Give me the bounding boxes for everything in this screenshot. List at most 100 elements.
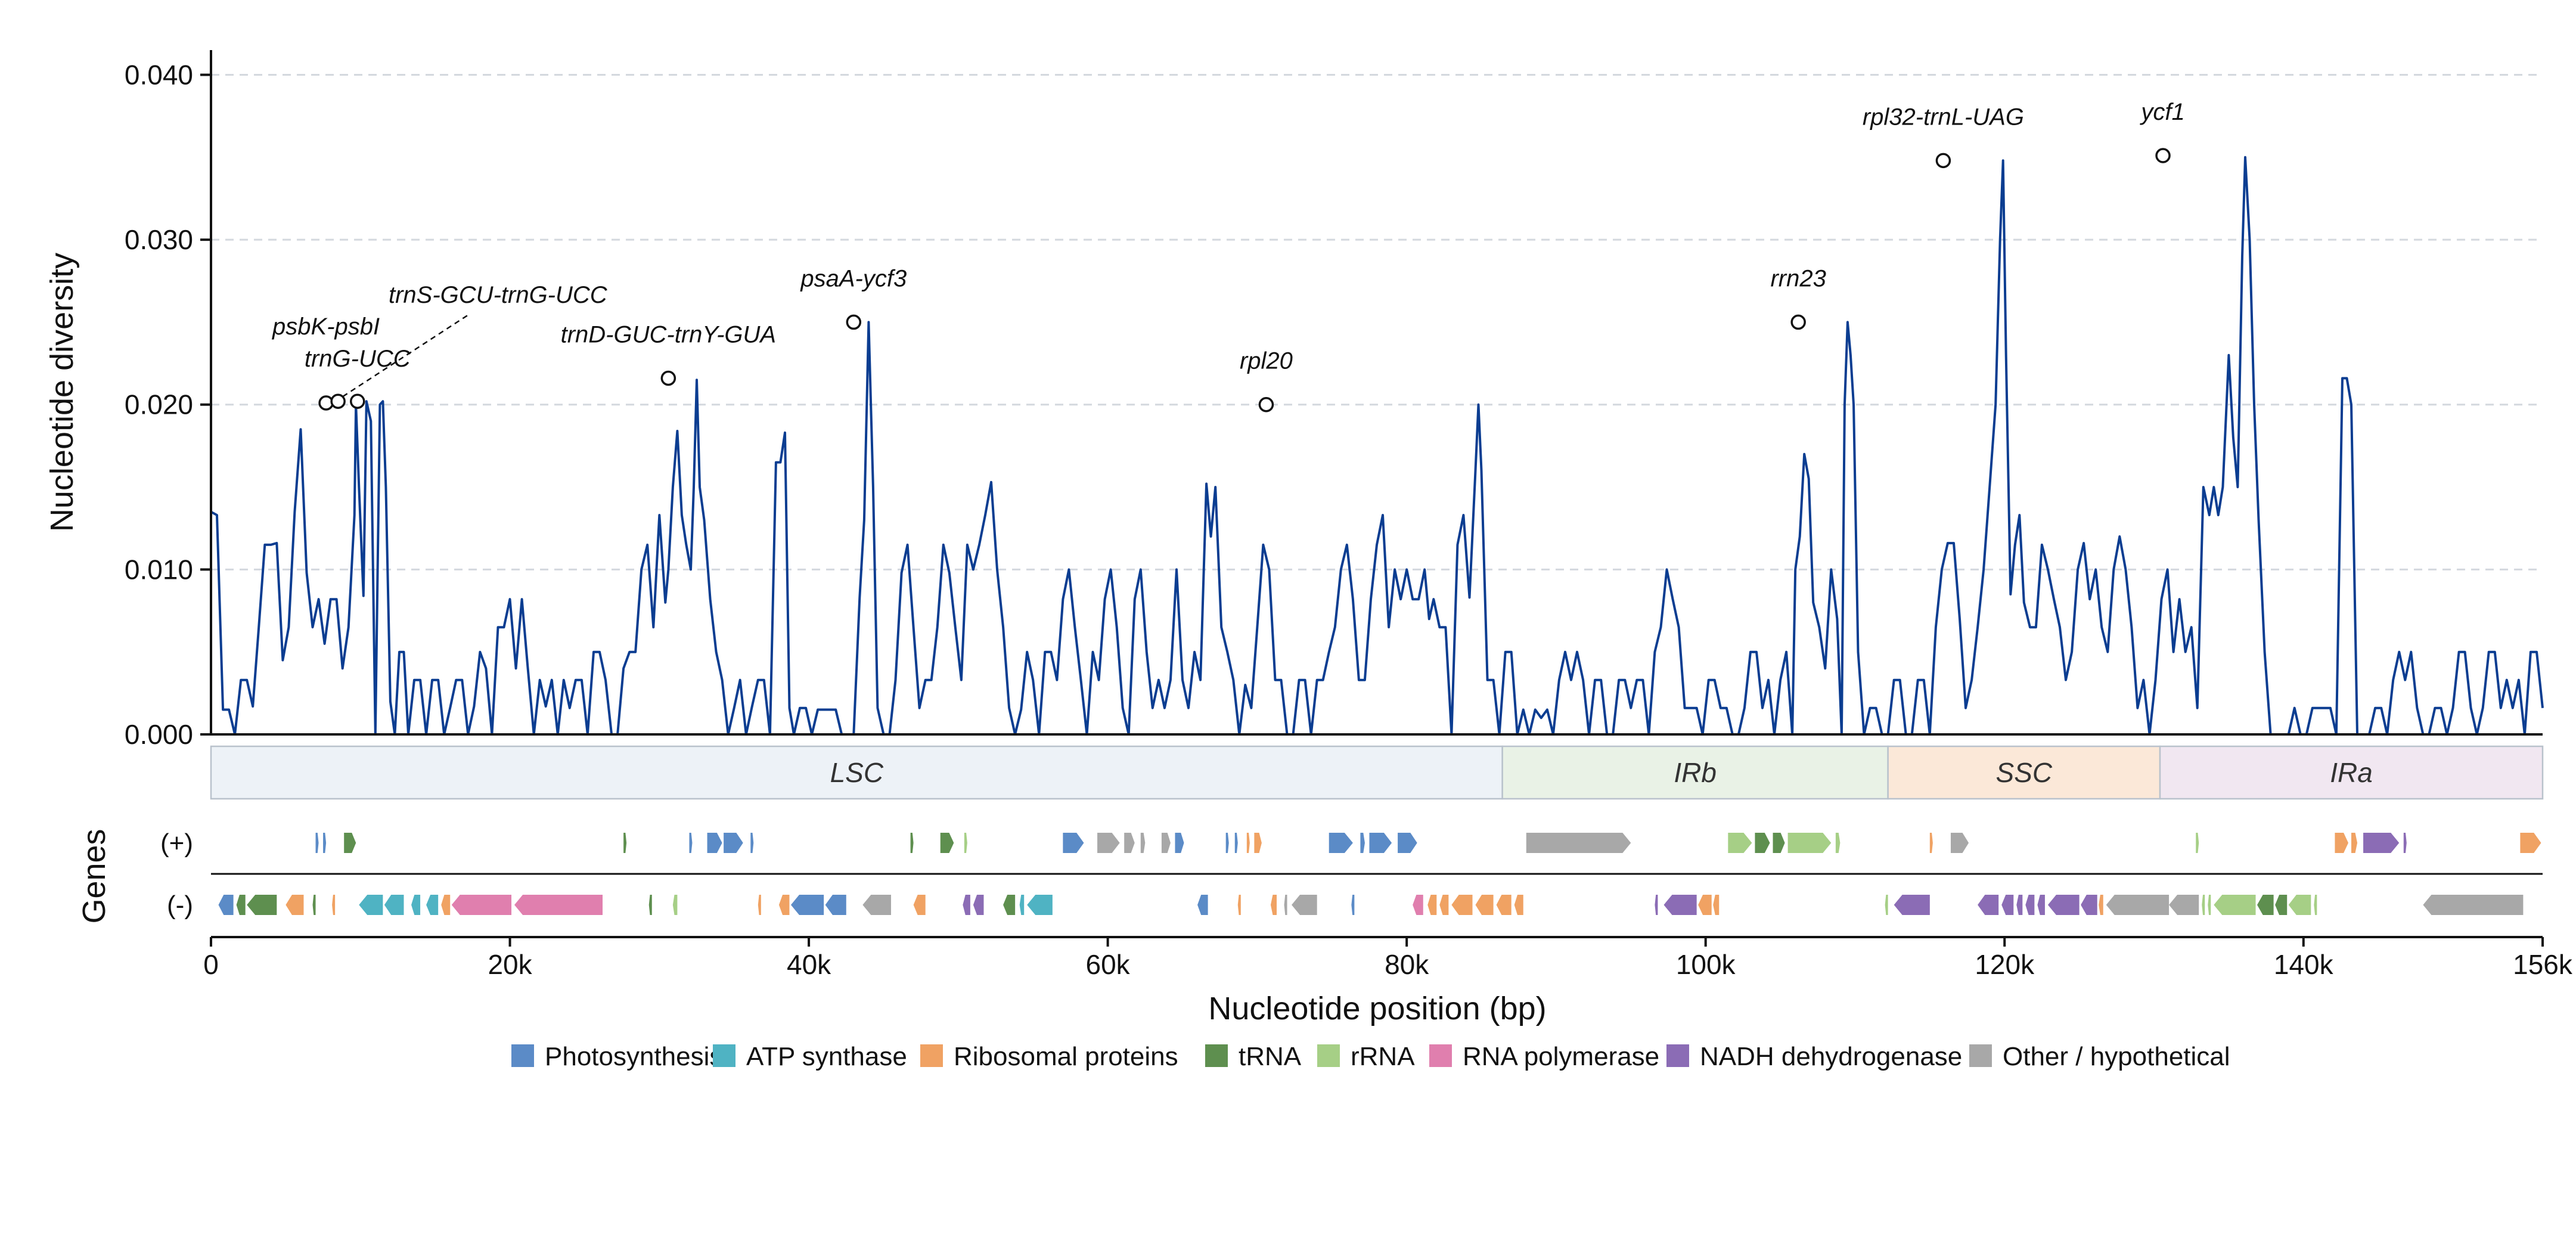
gene-arrow <box>2214 895 2256 915</box>
gene-arrow <box>623 833 627 853</box>
region-label: IRa <box>2330 757 2373 788</box>
gene-arrow <box>441 895 451 915</box>
gene-arrow <box>2081 895 2097 915</box>
y-axis-label: Nucleotide diversity <box>44 253 80 532</box>
gene-arrow <box>2257 895 2274 915</box>
gene-arrow <box>2363 833 2400 853</box>
peak-marker <box>660 370 676 386</box>
gene-arrow <box>2314 895 2317 915</box>
gene-arrow <box>359 895 383 915</box>
gene-arrow <box>1496 895 1512 915</box>
region-label: IRb <box>1674 757 1717 788</box>
y-tick-label: 0.020 <box>125 389 193 420</box>
legend-swatch <box>1429 1044 1452 1067</box>
gene-arrow <box>1773 833 1785 853</box>
y-tick-label: 0.040 <box>125 59 193 90</box>
gene-arrow <box>384 895 404 915</box>
gene-arrow <box>2520 833 2541 853</box>
gene-arrow <box>963 895 970 915</box>
gene-arrow <box>1978 895 1999 915</box>
gene-arrow <box>1950 833 1969 853</box>
gene-arrow <box>1237 895 1241 915</box>
x-tick-label: 0 <box>203 949 219 980</box>
gene-arrow <box>2001 895 2014 915</box>
genes-axis-label: Genes <box>76 829 112 923</box>
gene-arrow <box>1197 895 1208 915</box>
gene-arrow <box>1284 895 1287 915</box>
strand-label: (+) <box>160 829 193 858</box>
legend-label: RNA polymerase <box>1463 1042 1659 1071</box>
gene-arrow <box>1027 895 1053 915</box>
legend-label: rRNA <box>1351 1042 1415 1071</box>
peak-label: rrn23 <box>1770 265 1826 291</box>
gene-arrow <box>1234 833 1238 853</box>
gene-arrow <box>451 895 512 915</box>
gene-legend: Photosynthesis ATP synthase Ribosomal prot… <box>511 1042 2230 1071</box>
legend-label: NADH dehydrogenase <box>1700 1042 1962 1071</box>
diversity-line <box>210 156 2544 736</box>
gene-arrow <box>862 895 891 915</box>
legend-swatch <box>1205 1044 1228 1067</box>
gene-arrow <box>913 895 926 915</box>
x-tick-label: 20k <box>488 949 532 980</box>
gene-arrow <box>1413 895 1423 915</box>
gene-arrow <box>2037 895 2045 915</box>
gene-arrow <box>2335 833 2348 853</box>
gene-arrow <box>2025 895 2035 915</box>
gene-arrow <box>1019 895 1025 915</box>
legend-swatch <box>1969 1044 1992 1067</box>
gene-arrow <box>2208 895 2211 915</box>
gene-arrow <box>1514 895 1523 915</box>
y-tick-label: 0.030 <box>125 224 193 255</box>
legend-label: ATP synthase <box>746 1042 907 1071</box>
peak-label: trnG-UCC <box>305 346 411 372</box>
gene-arrow <box>1063 833 1084 853</box>
peak-marker <box>350 393 365 409</box>
x-axis: 0 20k 40k 60k 80k 100k 120k 140k 156k <box>203 936 2573 980</box>
gene-arrow <box>218 895 234 915</box>
region-box <box>1887 745 2161 800</box>
strand-label: (-) <box>167 891 193 920</box>
gene-arrow <box>2196 833 2199 853</box>
legend-swatch <box>1666 1044 1689 1067</box>
gene-arrow <box>2275 895 2288 915</box>
gene-arrow <box>2047 895 2080 915</box>
gene-arrow <box>1097 833 1120 853</box>
gene-arrow <box>426 895 439 915</box>
legend-swatch <box>713 1044 735 1067</box>
gene-arrow <box>2016 895 2023 915</box>
gene-arrow <box>312 895 316 915</box>
gene-arrow <box>1161 833 1171 853</box>
gene-arrow <box>1003 895 1016 915</box>
peak-label: rpl20 <box>1240 348 1293 374</box>
gene-arrow <box>1329 833 1353 853</box>
gene-arrow <box>1270 895 1277 915</box>
gene-arrow <box>1292 895 1317 915</box>
gene-arrow <box>2288 895 2311 915</box>
gene-arrow <box>689 833 693 853</box>
gene-arrow <box>750 833 754 853</box>
gene-arrow <box>1475 895 1494 915</box>
peak-marker <box>2155 148 2171 163</box>
gene-arrow <box>323 833 327 853</box>
legend-label: Other / hypothetical <box>2003 1042 2230 1071</box>
peak-marker <box>1935 153 1951 169</box>
gene-arrow <box>285 895 304 915</box>
gene-arrow <box>1369 833 1392 853</box>
gene-map-track: (+) (-) <box>160 829 2543 920</box>
gene-arrow <box>1351 895 1355 915</box>
gene-arrow <box>910 833 914 853</box>
x-axis-label: Nucleotide position (bp) <box>1208 991 1546 1026</box>
legend-swatch <box>511 1044 534 1067</box>
peak-label: psaA-ycf3 <box>800 265 907 291</box>
diversity-line-layer <box>210 156 2544 736</box>
peak-label: psbK-psbI <box>272 314 380 340</box>
gene-arrow <box>344 833 356 853</box>
peak-label: trnS-GCU-trnG-UCC <box>389 282 608 308</box>
x-tick-label: 60k <box>1086 949 1131 980</box>
gene-arrow <box>1885 895 1888 915</box>
gene-arrow <box>2403 833 2407 853</box>
legend-swatch <box>920 1044 943 1067</box>
legend-swatch <box>1317 1044 1340 1067</box>
